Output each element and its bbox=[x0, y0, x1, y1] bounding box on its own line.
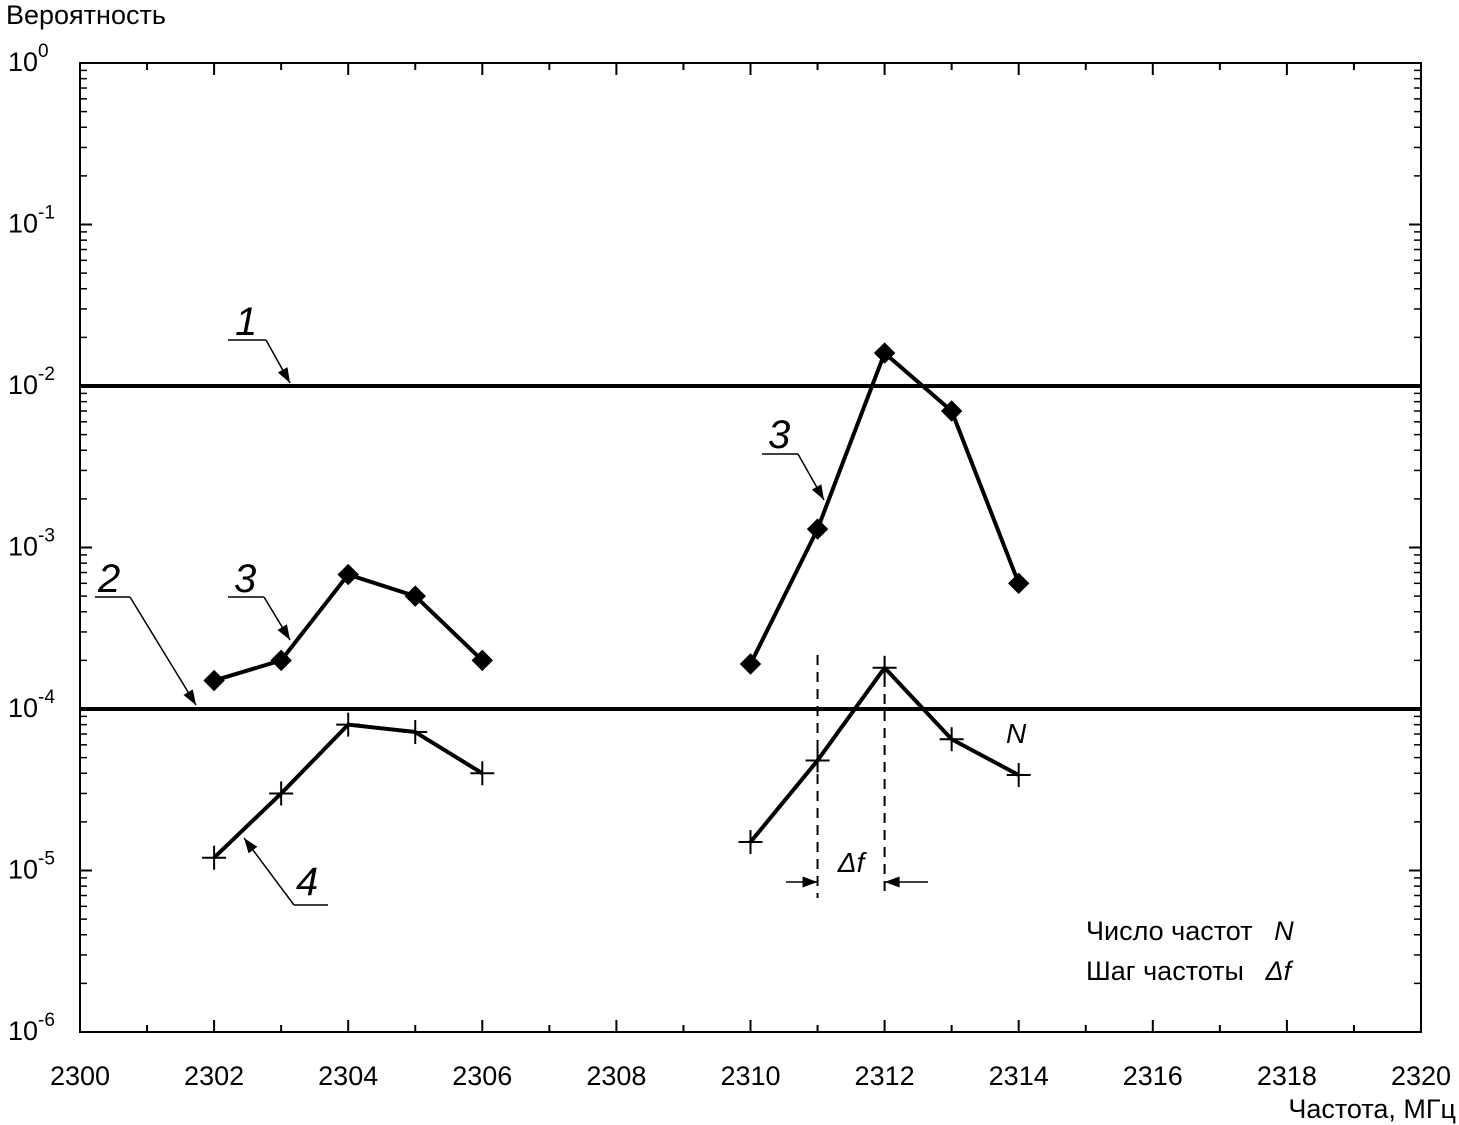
plus-marker bbox=[403, 720, 428, 745]
series-line-2 bbox=[212, 722, 484, 860]
arrow-head bbox=[884, 876, 900, 888]
plus-marker bbox=[1006, 763, 1031, 788]
plus-marker bbox=[336, 712, 361, 737]
y-tick-base: 10 bbox=[8, 1016, 38, 1046]
y-tick-base: 10 bbox=[8, 47, 38, 77]
plus-marker bbox=[269, 781, 294, 806]
y-tick-base: 10 bbox=[8, 532, 38, 562]
legend-count-symbol: N bbox=[1274, 916, 1294, 946]
legend-line-step: Шаг частоты Δf bbox=[1086, 956, 1294, 986]
y-tick-exponent: -6 bbox=[38, 1010, 55, 1031]
legend-step-symbol: Δf bbox=[1264, 956, 1293, 986]
delta-f-label: Δf bbox=[837, 847, 868, 878]
x-tick-label: 2320 bbox=[1391, 1061, 1451, 1091]
diamond-marker bbox=[1007, 572, 1030, 595]
diamond-marker bbox=[873, 342, 896, 364]
diamond-marker bbox=[471, 649, 494, 672]
y-axis-title: Вероятность bbox=[6, 0, 166, 30]
plus-marker bbox=[738, 830, 763, 855]
y-tick-base: 10 bbox=[8, 855, 38, 885]
plus-marker bbox=[470, 761, 495, 786]
y-tick-label: 10-1 bbox=[8, 203, 55, 239]
legend-count-text: Число частот bbox=[1086, 916, 1253, 946]
callout-3-right: 3 bbox=[762, 413, 825, 501]
y-tick-exponent: -3 bbox=[38, 526, 55, 547]
diamond-marker bbox=[203, 669, 225, 692]
callout-4: 4 bbox=[243, 837, 328, 906]
diamond-marker bbox=[270, 649, 292, 672]
arrow-head bbox=[183, 689, 196, 705]
y-tick-exponent: -5 bbox=[38, 849, 55, 870]
delta-f-dimension: Δf bbox=[786, 655, 928, 898]
arrow-head bbox=[802, 876, 818, 888]
legend-step-text: Шаг частоты bbox=[1086, 956, 1244, 986]
tick-labels: 2300 2302 2304 2306 2308 2310 2312 2314 2316 2318… bbox=[8, 41, 1451, 1091]
y-tick-exponent: 0 bbox=[38, 41, 49, 62]
y-tick-label: 10-3 bbox=[8, 526, 55, 562]
callout-4-label: 4 bbox=[296, 860, 318, 904]
callout-3-left: 3 bbox=[228, 557, 291, 641]
callout-1: 1 bbox=[228, 300, 291, 384]
x-axis-title: Частота, МГц bbox=[1288, 1094, 1456, 1124]
callout-1-label: 1 bbox=[235, 300, 257, 344]
y-tick-base: 10 bbox=[8, 693, 38, 723]
x-tick-label: 2310 bbox=[720, 1061, 780, 1091]
x-tick-label: 2302 bbox=[184, 1061, 244, 1091]
y-tick-exponent: -4 bbox=[38, 687, 55, 708]
y-tick-label: 10-4 bbox=[8, 687, 55, 723]
data-series bbox=[202, 342, 1031, 870]
x-tick-label: 2308 bbox=[586, 1061, 646, 1091]
threshold-lines bbox=[80, 384, 1421, 711]
diamond-marker bbox=[337, 563, 359, 586]
diamond-marker bbox=[940, 400, 963, 422]
annotations: 1 2 3 3 4 N Δf bbox=[95, 300, 1027, 906]
y-tick-base: 10 bbox=[8, 209, 38, 239]
y-tick-exponent: -2 bbox=[38, 364, 55, 385]
diamond-marker bbox=[806, 518, 829, 540]
y-tick-exponent: -1 bbox=[38, 203, 55, 224]
series-line-1 bbox=[748, 351, 1021, 665]
arrow-head bbox=[277, 624, 290, 640]
x-tick-label: 2306 bbox=[452, 1061, 512, 1091]
y-tick-label: 10-6 bbox=[8, 1010, 55, 1046]
y-tick-base: 10 bbox=[8, 370, 38, 400]
arrow-head bbox=[277, 367, 290, 383]
arrow-head bbox=[244, 838, 258, 854]
x-tick-label: 2304 bbox=[318, 1061, 378, 1091]
diamond-marker bbox=[404, 585, 426, 607]
y-tick-label: 10-2 bbox=[8, 364, 55, 400]
arrow-head bbox=[811, 484, 824, 500]
x-tick-label: 2312 bbox=[855, 1061, 915, 1091]
x-tick-label: 2318 bbox=[1257, 1061, 1317, 1091]
callout-3-left-label: 3 bbox=[234, 557, 256, 601]
y-tick-label: 10-5 bbox=[8, 849, 55, 885]
callout-2-label: 2 bbox=[97, 557, 120, 601]
tick-marks bbox=[79, 62, 1422, 1033]
x-tick-label: 2300 bbox=[50, 1061, 110, 1091]
diamond-marker bbox=[739, 653, 762, 675]
y-tick-label: 100 bbox=[8, 41, 49, 77]
x-tick-label: 2314 bbox=[989, 1061, 1049, 1091]
series-n-label: N bbox=[1006, 718, 1027, 749]
callout-3-right-label: 3 bbox=[768, 413, 790, 457]
callout-2: 2 bbox=[95, 557, 197, 706]
plus-marker bbox=[939, 727, 964, 752]
legend-line-count: Число частот N bbox=[1086, 916, 1294, 946]
x-tick-label: 2316 bbox=[1123, 1061, 1183, 1091]
legend-box: Число частот N Шаг частоты Δf bbox=[1086, 916, 1294, 986]
leader-line bbox=[129, 596, 197, 706]
plus-marker bbox=[202, 845, 227, 870]
